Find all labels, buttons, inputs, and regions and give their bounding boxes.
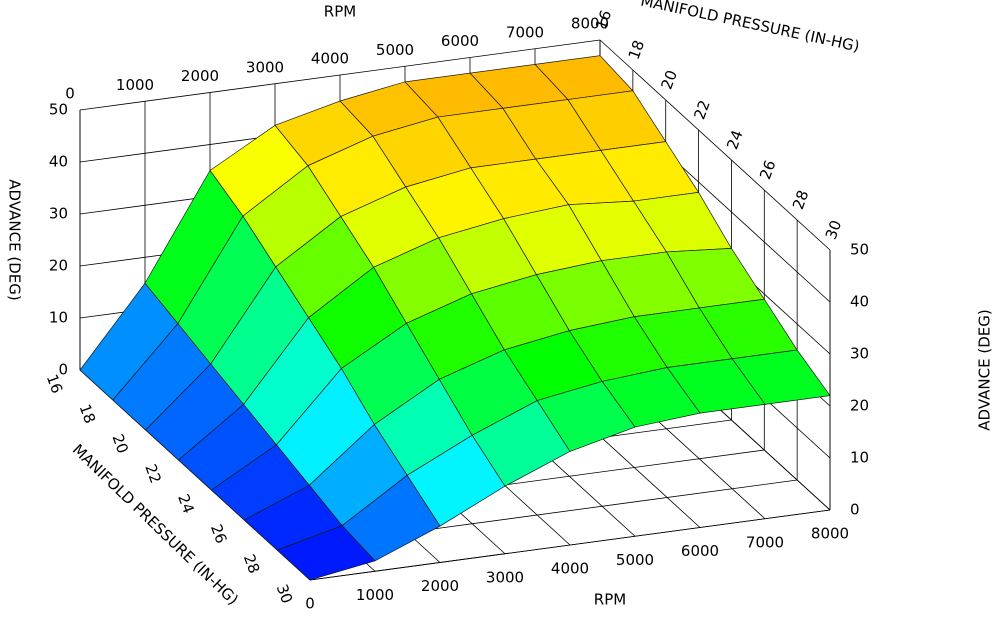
z-tick-label: 0	[850, 501, 860, 519]
z-tick-label: 20	[850, 397, 869, 415]
y-tick-label: 16	[592, 8, 615, 32]
z-axis-title: ADVANCE (DEG)	[976, 309, 994, 430]
grid-line	[79, 39, 601, 111]
y-tick-label: 20	[658, 68, 681, 92]
y-tick-label: 30	[822, 218, 845, 242]
y-tick-label: 18	[625, 38, 648, 62]
z-tick-label: 20	[49, 257, 68, 275]
z-tick-label: 0	[58, 361, 68, 379]
x-tick-label: 0	[65, 85, 75, 103]
x-tick-label: 5000	[376, 41, 414, 59]
axis-line	[309, 509, 831, 581]
x-tick-label: 3000	[246, 58, 284, 76]
y-axis-title: MANIFOLD PRESSURE (IN-HG)	[639, 0, 861, 56]
z-axis-title: ADVANCE (DEG)	[6, 179, 24, 300]
x-tick-label: 7000	[506, 23, 544, 41]
z-tick-label: 10	[850, 449, 869, 467]
z-tick-label: 30	[49, 205, 68, 223]
y-tick-label: 28	[240, 552, 263, 576]
y-tick-label: 22	[141, 462, 164, 486]
grid-line	[599, 39, 831, 251]
x-tick-label: 5000	[616, 551, 654, 569]
x-tick-label: 4000	[551, 560, 589, 578]
y-tick-label: 16	[43, 372, 66, 396]
y-tick-label: 26	[207, 522, 230, 546]
x-axis-title: RPM	[324, 3, 356, 21]
z-tick-label: 50	[850, 241, 869, 259]
x-tick-label: 1000	[356, 586, 394, 604]
x-tick-label: 2000	[421, 577, 459, 595]
y-tick-label: 18	[76, 402, 99, 426]
y-tick-label: 24	[174, 492, 197, 516]
y-tick-label: 24	[723, 128, 746, 152]
y-tick-label: 26	[756, 158, 779, 182]
x-tick-label: 4000	[311, 50, 349, 68]
x-tick-label: 3000	[486, 568, 524, 586]
x-axis-title: RPM	[594, 591, 626, 609]
x-tick-label: 2000	[181, 67, 219, 85]
y-tick-label: 22	[690, 98, 713, 122]
surface-cell	[276, 525, 376, 581]
x-tick-label: 8000	[571, 15, 609, 33]
y-tick-label: 20	[108, 432, 131, 456]
x-tick-label: 1000	[116, 76, 154, 94]
z-tick-label: 40	[49, 153, 68, 171]
x-tick-label: 6000	[441, 32, 479, 50]
z-tick-label: 10	[49, 309, 68, 327]
x-tick-label: 7000	[746, 533, 784, 551]
x-tick-label: 0	[305, 595, 315, 613]
surface	[79, 55, 831, 581]
x-tick-label: 6000	[681, 542, 719, 560]
z-tick-label: 30	[850, 345, 869, 363]
y-tick-label: 28	[789, 188, 812, 212]
x-tick-label: 8000	[811, 525, 849, 543]
y-tick-label: 30	[273, 582, 296, 606]
z-tick-label: 40	[850, 293, 869, 311]
z-tick-label: 50	[49, 101, 68, 119]
